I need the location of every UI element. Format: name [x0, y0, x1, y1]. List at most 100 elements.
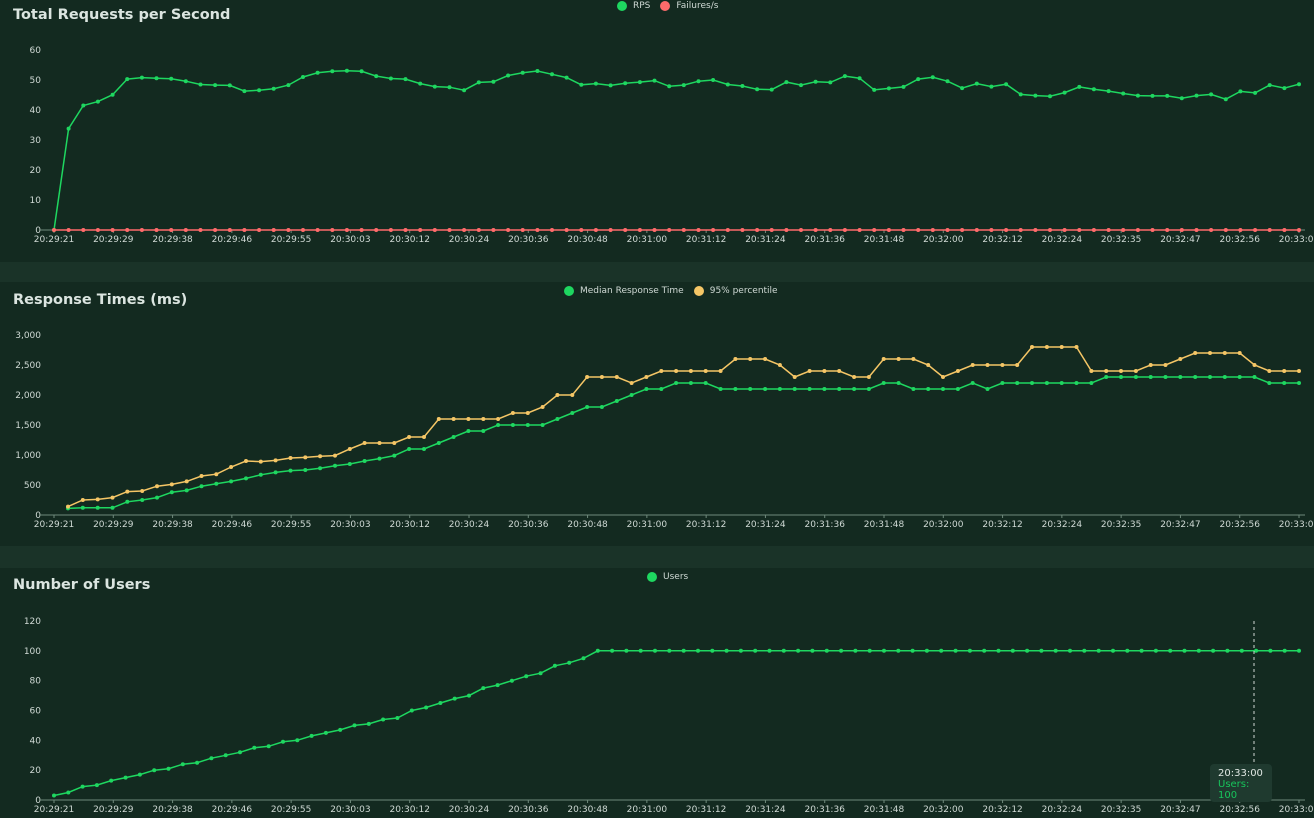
data-point: [652, 78, 657, 83]
data-point: [667, 648, 672, 653]
legend-item-failures[interactable]: Failures/s: [660, 1, 718, 11]
data-point: [799, 83, 803, 88]
x-tick-label: 20:32:47: [1160, 805, 1200, 815]
data-point: [996, 648, 1001, 653]
data-point: [169, 76, 174, 81]
data-point: [438, 701, 443, 705]
data-point: [1163, 375, 1168, 379]
data-point: [644, 387, 649, 391]
data-point: [1223, 228, 1228, 232]
data-point: [273, 470, 278, 475]
x-tick-label: 20:31:12: [686, 520, 726, 530]
data-point: [81, 228, 86, 232]
data-point: [506, 228, 511, 232]
data-point: [711, 228, 716, 232]
data-point: [169, 228, 174, 232]
data-point: [970, 381, 975, 385]
data-point: [710, 648, 715, 653]
legend-item-rps[interactable]: RPS: [617, 1, 650, 11]
data-point: [286, 83, 291, 88]
x-tick-label: 20:30:48: [567, 805, 608, 815]
legend-dot-icon: [564, 286, 574, 296]
data-point: [1297, 228, 1301, 232]
x-tick-label: 20:31:48: [864, 235, 905, 245]
data-point: [748, 387, 753, 391]
data-point: [1150, 93, 1155, 98]
x-tick-label: 20:29:38: [152, 235, 193, 245]
y-tick-label: 20: [30, 766, 42, 776]
data-point: [926, 387, 931, 391]
data-point: [552, 663, 557, 668]
data-point: [520, 70, 525, 75]
data-point: [257, 228, 262, 232]
data-point: [252, 745, 257, 750]
data-point: [1178, 357, 1183, 361]
x-tick-label: 20:29:29: [93, 520, 134, 530]
data-point: [881, 381, 886, 385]
data-point: [667, 84, 672, 89]
data-point: [1282, 369, 1287, 373]
data-point: [476, 80, 481, 85]
x-tick-label: 20:30:24: [449, 520, 490, 530]
data-point: [1179, 96, 1184, 101]
data-point: [476, 228, 481, 232]
x-tick-label: 20:31:12: [686, 235, 726, 245]
data-point: [555, 393, 560, 397]
x-tick-label: 20:33:05: [1279, 805, 1314, 815]
data-point: [711, 78, 716, 82]
data-point: [238, 750, 242, 755]
chart-title: Number of Users: [13, 577, 151, 593]
data-point: [1121, 228, 1126, 232]
legend-item-users[interactable]: Users: [647, 572, 688, 582]
y-tick-label: 1,500: [15, 421, 41, 431]
x-tick-label: 20:32:56: [1220, 520, 1261, 530]
data-point: [974, 228, 979, 232]
data-point: [1253, 228, 1258, 232]
data-point: [266, 744, 271, 749]
x-tick-label: 20:31:48: [864, 805, 905, 815]
data-point: [842, 228, 847, 232]
x-tick-label: 20:29:38: [152, 805, 193, 815]
data-point: [1254, 648, 1259, 653]
data-point: [140, 489, 145, 493]
x-tick-label: 20:32:35: [1101, 805, 1141, 815]
legend-item-p95[interactable]: 95% percentile: [693, 286, 778, 296]
data-point: [1150, 228, 1155, 232]
data-point: [80, 505, 85, 510]
data-point: [1119, 375, 1123, 379]
data-point: [198, 82, 203, 87]
data-point: [137, 772, 142, 777]
data-point: [1033, 228, 1038, 232]
data-point: [792, 375, 797, 379]
data-point: [792, 387, 797, 391]
data-point: [1282, 381, 1287, 385]
data-point: [1062, 228, 1067, 232]
x-tick-label: 20:29:55: [271, 805, 311, 815]
y-tick-label: 500: [24, 481, 41, 491]
data-point: [718, 369, 723, 373]
x-tick-label: 20:31:36: [805, 805, 846, 815]
data-point: [1074, 345, 1079, 349]
data-point: [1062, 90, 1067, 95]
data-point: [867, 648, 872, 653]
data-point: [740, 228, 745, 232]
data-point: [1222, 351, 1227, 355]
data-point: [139, 228, 144, 232]
data-point: [970, 363, 975, 367]
data-point: [422, 435, 426, 439]
data-point: [1168, 648, 1173, 653]
data-point: [896, 648, 901, 653]
data-point: [374, 228, 379, 232]
x-tick-label: 20:29:29: [93, 235, 134, 245]
chart-title: Total Requests per Second: [13, 7, 231, 23]
data-point: [614, 375, 619, 379]
data-point: [1225, 648, 1230, 653]
data-point: [567, 660, 572, 665]
data-point: [213, 228, 218, 232]
series-line: [53, 650, 1299, 797]
legend-item-median[interactable]: Median Response Time: [564, 286, 684, 296]
data-point: [579, 228, 584, 232]
data-point: [813, 228, 818, 232]
data-point: [882, 648, 886, 653]
data-point: [866, 375, 871, 379]
